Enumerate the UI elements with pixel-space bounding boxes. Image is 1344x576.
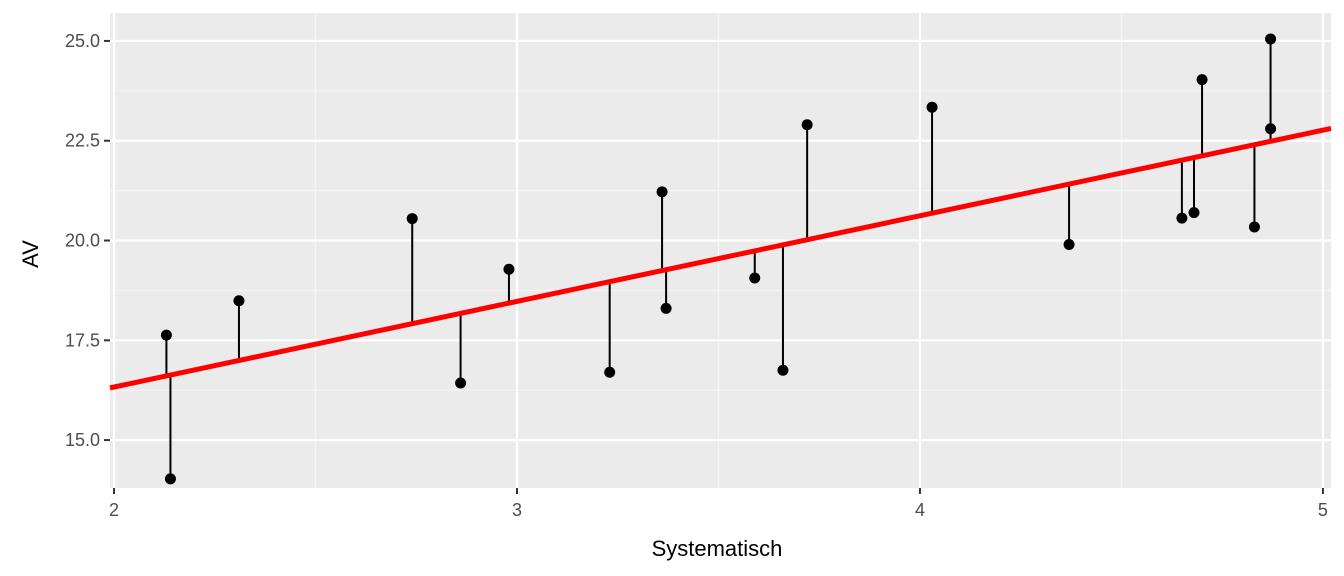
data-point bbox=[656, 186, 668, 198]
data-point bbox=[926, 101, 938, 113]
x-tick-label: 5 bbox=[1318, 500, 1328, 520]
data-points bbox=[160, 33, 1277, 485]
x-axis-title: Systematisch bbox=[652, 536, 783, 561]
data-point bbox=[164, 473, 176, 485]
data-point bbox=[406, 213, 418, 225]
y-tick-label: 22.5 bbox=[65, 131, 100, 151]
x-tick-label: 4 bbox=[915, 500, 925, 520]
plot-panel bbox=[110, 13, 1331, 488]
residual-lines bbox=[165, 38, 1272, 479]
y-tick-label: 17.5 bbox=[65, 330, 100, 350]
data-point bbox=[604, 366, 616, 378]
x-axis: 2 3 4 5 bbox=[109, 488, 1328, 520]
data-point bbox=[1176, 212, 1188, 224]
x-tick-label: 2 bbox=[109, 500, 119, 520]
grid-minor bbox=[110, 13, 1331, 488]
y-tick-label: 20.0 bbox=[65, 231, 100, 251]
data-point bbox=[1265, 33, 1277, 45]
data-point bbox=[749, 272, 761, 284]
y-axis-title: AV bbox=[18, 240, 43, 268]
data-point bbox=[503, 263, 515, 275]
grid-major bbox=[110, 13, 1331, 488]
data-point bbox=[1196, 74, 1208, 86]
data-point bbox=[1265, 123, 1277, 135]
data-point bbox=[1188, 207, 1200, 219]
data-point bbox=[801, 119, 813, 131]
data-point bbox=[660, 302, 672, 314]
x-tick-label: 3 bbox=[512, 500, 522, 520]
data-point bbox=[1248, 221, 1260, 233]
data-point bbox=[1063, 239, 1075, 251]
data-point bbox=[233, 295, 245, 307]
y-tick-label: 25.0 bbox=[65, 31, 100, 51]
data-point bbox=[777, 364, 789, 376]
y-tick-label: 15.0 bbox=[65, 430, 100, 450]
regression-line bbox=[109, 125, 1332, 391]
data-point bbox=[160, 329, 172, 341]
y-axis: 15.0 17.5 20.0 22.5 25.0 bbox=[65, 31, 110, 450]
data-point bbox=[455, 377, 467, 389]
